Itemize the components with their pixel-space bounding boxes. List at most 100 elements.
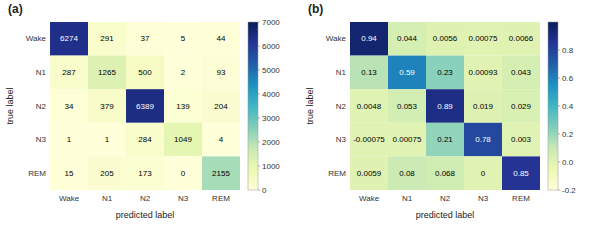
- cell: [202, 156, 240, 190]
- colorbar-tick: [558, 50, 560, 51]
- colorbar-tick-label: 0.8: [562, 46, 574, 55]
- colorbar-tick-label: 6000: [262, 42, 280, 51]
- x-tick-label: N1: [402, 194, 413, 203]
- cell: [350, 56, 388, 90]
- colorbar: [248, 22, 258, 190]
- colorbar-tick: [558, 134, 560, 135]
- cell-label: 1: [105, 135, 110, 144]
- colorbar-tick-label: 0.2: [562, 130, 574, 139]
- colorbar-tick-label: 2000: [262, 138, 280, 147]
- cell: [464, 22, 502, 56]
- cell: [50, 22, 88, 56]
- chart-root: (a)6274291375442871265500293343796389139…: [0, 0, 600, 245]
- cell-label: -0.00075: [353, 135, 385, 144]
- cell: [126, 156, 164, 190]
- cell-label: 1049: [174, 135, 192, 144]
- panel: (a)6274291375442871265500293343796389139…: [5, 2, 280, 220]
- cell-label: 0.0056: [433, 34, 458, 43]
- cell: [464, 89, 502, 123]
- colorbar-tick: [258, 70, 260, 71]
- cell-label: 0.003: [511, 135, 532, 144]
- cell: [126, 123, 164, 157]
- cell: [50, 56, 88, 90]
- cell-label: 2155: [212, 169, 230, 178]
- y-tick-label: N2: [36, 102, 47, 111]
- colorbar-tick: [558, 162, 560, 163]
- cell: [88, 56, 126, 90]
- cell: [388, 89, 426, 123]
- cell-labels: 0.940.0440.00560.000750.00660.130.590.23…: [353, 34, 534, 177]
- cell-label: 379: [100, 102, 114, 111]
- cell: [426, 89, 464, 123]
- cell: [126, 89, 164, 123]
- cell: [502, 22, 540, 56]
- cell: [502, 56, 540, 90]
- cell: [202, 22, 240, 56]
- y-axis-label: true label: [5, 87, 15, 124]
- cell-label: 0: [481, 169, 486, 178]
- cell: [50, 156, 88, 190]
- panel: (b)0.940.0440.00560.000750.00660.130.590…: [305, 2, 576, 220]
- cell-label: 0.23: [437, 68, 453, 77]
- cell: [388, 56, 426, 90]
- cell: [202, 56, 240, 90]
- cell: [388, 156, 426, 190]
- colorbar-tick: [258, 118, 260, 119]
- x-axis-label: predicted label: [116, 210, 175, 220]
- cell-label: 284: [138, 135, 152, 144]
- y-tick-label: Wake: [26, 34, 47, 43]
- cell-label: 0.85: [513, 169, 529, 178]
- y-axis-label: true label: [305, 87, 315, 124]
- cell-label: 0.00075: [393, 135, 422, 144]
- colorbar-tick-label: 7000: [262, 18, 280, 27]
- cell: [388, 22, 426, 56]
- cell-label: 2: [181, 68, 186, 77]
- cell-label: 0.00075: [469, 34, 498, 43]
- cell-label: 0.068: [435, 169, 456, 178]
- cell: [164, 156, 202, 190]
- cell-label: 0.053: [397, 102, 418, 111]
- cell-label: 1: [67, 135, 72, 144]
- colorbar-tick-label: 1000: [262, 162, 280, 171]
- cell: [350, 89, 388, 123]
- cell-labels: 6274291375442871265500293343796389139204…: [60, 34, 230, 177]
- cell: [426, 123, 464, 157]
- cell: [350, 156, 388, 190]
- colorbar-tick-label: -0.2: [562, 186, 576, 195]
- cell: [88, 156, 126, 190]
- cell-label: 0.78: [475, 135, 491, 144]
- x-tick-label: N1: [102, 194, 113, 203]
- x-tick-label: N2: [440, 194, 451, 203]
- colorbar-tick: [258, 46, 260, 47]
- colorbar-tick-label: 5000: [262, 66, 280, 75]
- cell: [502, 89, 540, 123]
- y-tick-label: REM: [328, 169, 346, 178]
- colorbar-tick-label: 4000: [262, 90, 280, 99]
- cell-label: 6389: [136, 102, 154, 111]
- x-tick-label: REM: [512, 194, 530, 203]
- cell-label: 0.21: [437, 135, 453, 144]
- colorbar-tick-label: 0.6: [562, 74, 574, 83]
- cell: [164, 89, 202, 123]
- colorbar-tick: [258, 22, 260, 23]
- cell-label: 0.13: [361, 68, 377, 77]
- cell: [88, 89, 126, 123]
- cell: [464, 123, 502, 157]
- y-tick-label: REM: [28, 169, 46, 178]
- colorbar-tick: [558, 78, 560, 79]
- cell-label: 44: [217, 34, 226, 43]
- cell: [202, 89, 240, 123]
- cell-label: 139: [176, 102, 190, 111]
- cell: [350, 123, 388, 157]
- cell: [126, 22, 164, 56]
- y-tick-label: N1: [336, 68, 347, 77]
- x-tick-label: N3: [178, 194, 189, 203]
- cells: [350, 22, 540, 190]
- y-tick-label: N3: [336, 135, 347, 144]
- cell-label: 204: [214, 102, 228, 111]
- cell-label: 0.019: [473, 102, 494, 111]
- cell: [202, 123, 240, 157]
- cell: [388, 123, 426, 157]
- cell-label: 173: [138, 169, 152, 178]
- cell-label: 5: [181, 34, 186, 43]
